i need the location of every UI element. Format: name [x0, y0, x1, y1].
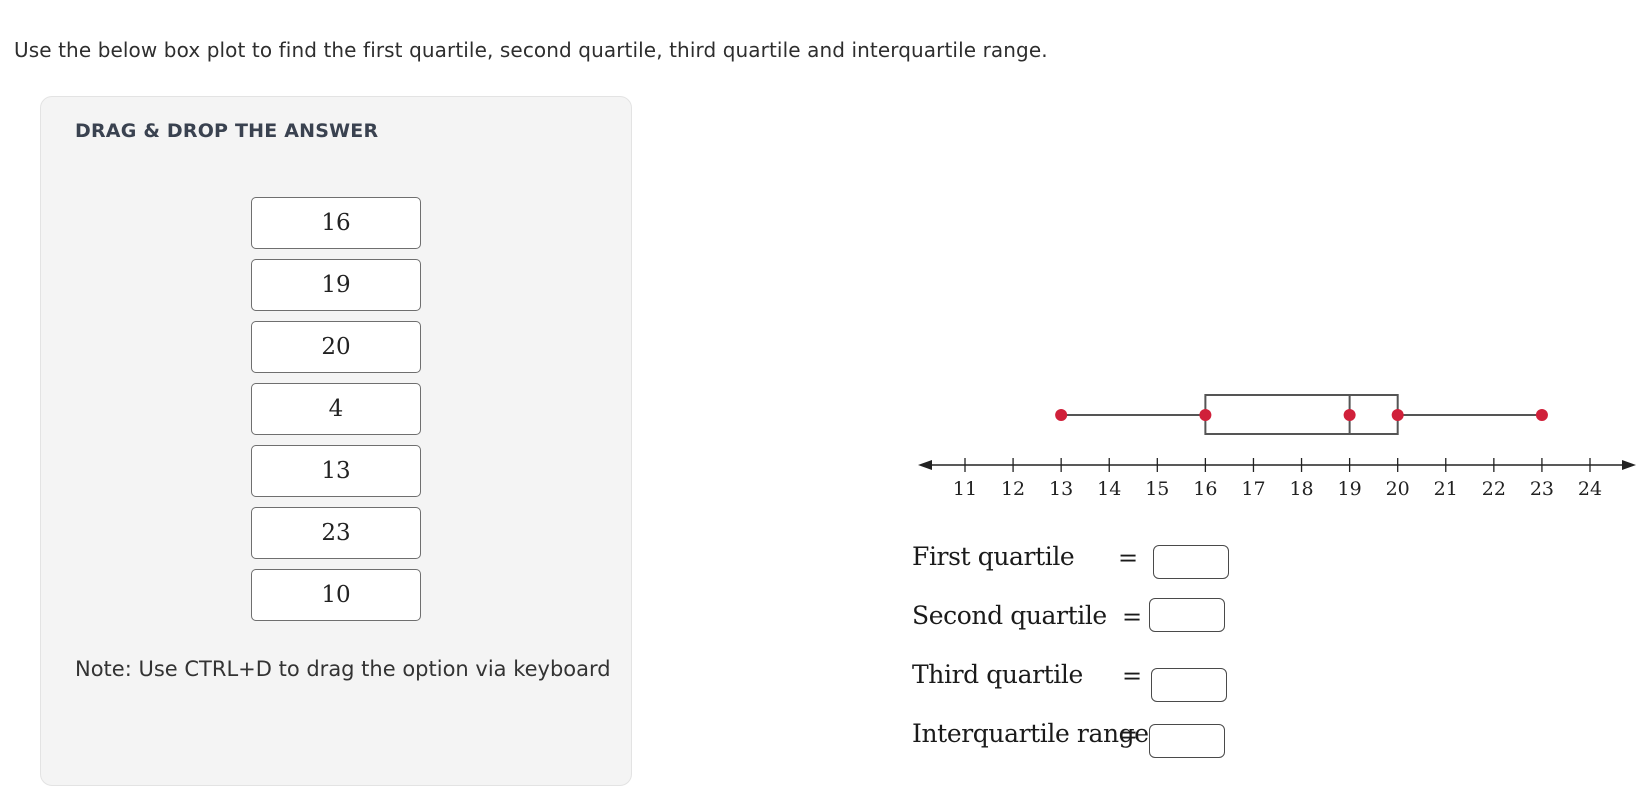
- tick-label: 20: [1386, 478, 1410, 500]
- tick-label: 12: [1001, 478, 1025, 500]
- tick-label: 21: [1434, 478, 1458, 500]
- equals-sign: =: [1122, 662, 1143, 690]
- interquartile-range-drop-zone[interactable]: [1149, 724, 1225, 758]
- left-arrow-icon: [918, 460, 932, 470]
- keyboard-note: Note: Use CTRL+D to drag the option via …: [75, 657, 611, 681]
- q1-point: [1199, 409, 1212, 421]
- tick-label: 22: [1482, 478, 1506, 500]
- max-point: [1535, 409, 1548, 421]
- interquartile-range-label: Interquartile range: [912, 719, 1149, 748]
- answer-option[interactable]: 13: [251, 445, 421, 497]
- tick-label: 18: [1289, 478, 1313, 500]
- answer-option[interactable]: 19: [251, 259, 421, 311]
- right-arrow-icon: [1622, 460, 1636, 470]
- tick-label: 19: [1338, 478, 1362, 500]
- question-text: Use the below box plot to find the first…: [14, 38, 1048, 62]
- tick-label: 14: [1097, 478, 1121, 500]
- tick-label: 23: [1530, 478, 1554, 500]
- answer-option[interactable]: 10: [251, 569, 421, 621]
- second-quartile-label: Second quartile: [912, 601, 1107, 630]
- min-point: [1055, 409, 1068, 421]
- equals-sign: =: [1118, 721, 1139, 749]
- third-quartile-drop-zone[interactable]: [1151, 668, 1227, 702]
- third-quartile-label: Third quartile: [912, 660, 1083, 689]
- tick-label: 13: [1049, 478, 1073, 500]
- median-point: [1343, 409, 1356, 421]
- equals-sign: =: [1118, 544, 1139, 572]
- answer-option[interactable]: 20: [251, 321, 421, 373]
- iqr-box: [1204, 394, 1399, 435]
- answer-option[interactable]: 4: [251, 383, 421, 435]
- tick-label: 11: [953, 478, 977, 500]
- drag-drop-panel: DRAG & DROP THE ANSWER 16 19 20 4 13 23 …: [40, 96, 632, 786]
- first-quartile-label: First quartile: [912, 542, 1075, 571]
- second-quartile-drop-zone[interactable]: [1149, 598, 1225, 632]
- answer-option[interactable]: 23: [251, 507, 421, 559]
- tick-label: 16: [1193, 478, 1217, 500]
- tick-label: 17: [1241, 478, 1265, 500]
- box-plot: 11 12 13 14 15 16 17 18 19 20 21 22 23 24: [918, 394, 1636, 500]
- tick-label: 15: [1145, 478, 1169, 500]
- tick-label: 24: [1578, 478, 1602, 500]
- drag-drop-title: DRAG & DROP THE ANSWER: [75, 120, 379, 142]
- first-quartile-drop-zone[interactable]: [1153, 545, 1229, 579]
- q3-point: [1391, 409, 1404, 421]
- answer-option[interactable]: 16: [251, 197, 421, 249]
- equals-sign: =: [1122, 603, 1143, 631]
